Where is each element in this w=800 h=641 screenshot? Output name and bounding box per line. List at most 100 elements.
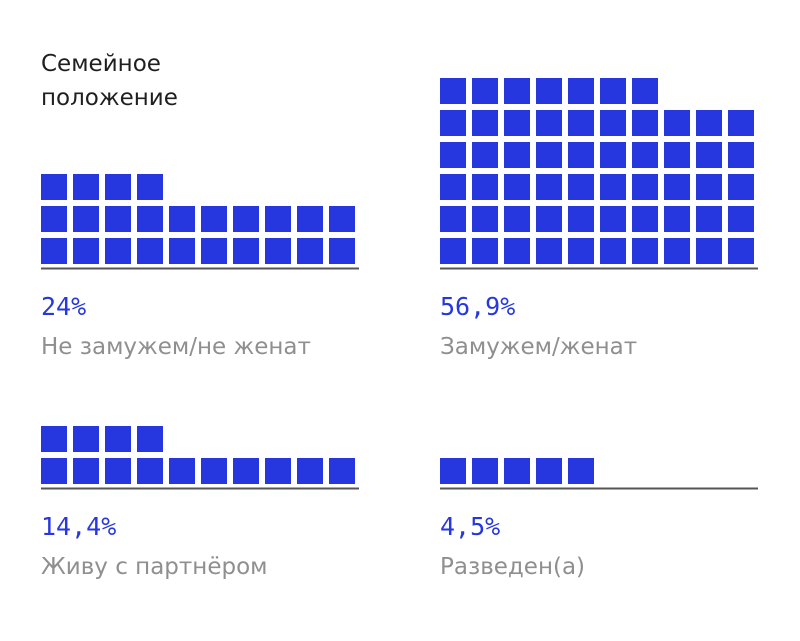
waffle-square bbox=[504, 174, 530, 200]
waffle-square bbox=[41, 426, 67, 452]
waffle-square bbox=[696, 174, 722, 200]
waffle-square bbox=[472, 110, 498, 136]
waffle-square bbox=[169, 206, 195, 232]
category-label: Не замужем/не женат bbox=[41, 334, 311, 360]
waffle-square bbox=[201, 238, 227, 264]
waffle-square bbox=[504, 78, 530, 104]
waffle-square bbox=[440, 458, 466, 484]
waffle-square bbox=[632, 78, 658, 104]
waffle-square bbox=[105, 174, 131, 200]
waffle-square bbox=[265, 238, 291, 264]
waffle-square bbox=[696, 206, 722, 232]
waffle-square bbox=[472, 78, 498, 104]
waffle-square bbox=[201, 206, 227, 232]
chart-title: Семейное положение bbox=[41, 51, 178, 111]
category-label: Замужем/женат bbox=[440, 334, 637, 360]
waffle-square bbox=[440, 142, 466, 168]
waffle-square bbox=[137, 206, 163, 232]
waffle-square bbox=[472, 238, 498, 264]
waffle-square bbox=[728, 206, 754, 232]
waffle-square bbox=[472, 206, 498, 232]
waffle-square bbox=[504, 458, 530, 484]
waffle-square bbox=[440, 206, 466, 232]
waffle-square bbox=[41, 458, 67, 484]
waffle-square bbox=[265, 458, 291, 484]
waffle-square bbox=[472, 174, 498, 200]
waffle-square bbox=[568, 458, 594, 484]
waffle-square bbox=[536, 206, 562, 232]
value-label: 24% bbox=[41, 292, 86, 321]
category-label: Разведен(а) bbox=[440, 554, 585, 580]
waffle-square bbox=[297, 238, 323, 264]
waffle-square bbox=[600, 110, 626, 136]
waffle-group-2: 56,9% Замужем/женат bbox=[440, 78, 758, 360]
waffle-square bbox=[504, 142, 530, 168]
waffle-square bbox=[233, 206, 259, 232]
waffle-square bbox=[568, 174, 594, 200]
waffle-square bbox=[536, 174, 562, 200]
waffle-square bbox=[233, 238, 259, 264]
waffle-square bbox=[600, 142, 626, 168]
waffle-group-3: 14,4% Живу с партнёром bbox=[41, 426, 359, 580]
waffle-square bbox=[105, 426, 131, 452]
waffle-square bbox=[201, 458, 227, 484]
waffle-square bbox=[73, 426, 99, 452]
waffle-square bbox=[632, 238, 658, 264]
waffle-square bbox=[536, 458, 562, 484]
waffle-square bbox=[568, 142, 594, 168]
waffle-group-1: 24% Не замужем/не женат bbox=[41, 174, 359, 360]
waffle-square bbox=[632, 142, 658, 168]
waffle-square bbox=[696, 110, 722, 136]
waffle-square bbox=[664, 206, 690, 232]
waffle-square bbox=[664, 174, 690, 200]
waffle-square bbox=[600, 206, 626, 232]
waffle-square bbox=[105, 206, 131, 232]
waffle-square bbox=[504, 206, 530, 232]
waffle-square bbox=[664, 142, 690, 168]
waffle-square bbox=[504, 238, 530, 264]
waffle-square bbox=[297, 206, 323, 232]
value-label: 4,5% bbox=[440, 512, 500, 541]
waffle-square bbox=[600, 238, 626, 264]
waffle-square bbox=[169, 238, 195, 264]
waffle-square bbox=[536, 78, 562, 104]
waffle-square bbox=[632, 174, 658, 200]
waffle-square bbox=[536, 238, 562, 264]
waffle-square bbox=[728, 110, 754, 136]
waffle-square bbox=[73, 458, 99, 484]
waffle-square bbox=[329, 238, 355, 264]
waffle-square bbox=[472, 142, 498, 168]
waffle-square bbox=[440, 174, 466, 200]
waffle-square bbox=[536, 142, 562, 168]
waffle-square bbox=[329, 458, 355, 484]
category-label: Живу с партнёром bbox=[41, 554, 268, 580]
waffle-square bbox=[440, 238, 466, 264]
waffle-square bbox=[664, 238, 690, 264]
waffle-square bbox=[664, 110, 690, 136]
waffle-square bbox=[137, 426, 163, 452]
waffle-group-4: 4,5% Разведен(а) bbox=[440, 458, 758, 580]
waffle-square bbox=[297, 458, 323, 484]
waffle-square bbox=[105, 238, 131, 264]
waffle-square bbox=[169, 458, 195, 484]
waffle-square bbox=[440, 110, 466, 136]
waffle-square bbox=[73, 206, 99, 232]
value-label: 56,9% bbox=[440, 292, 515, 321]
waffle-square bbox=[233, 458, 259, 484]
waffle-square bbox=[696, 238, 722, 264]
waffle-square bbox=[728, 238, 754, 264]
waffle-square bbox=[41, 238, 67, 264]
waffle-square bbox=[440, 78, 466, 104]
waffle-square bbox=[137, 458, 163, 484]
waffle-square bbox=[728, 174, 754, 200]
waffle-square bbox=[728, 142, 754, 168]
waffle-square bbox=[265, 206, 291, 232]
waffle-square bbox=[137, 238, 163, 264]
waffle-square bbox=[600, 174, 626, 200]
waffle-square bbox=[536, 110, 562, 136]
waffle-square bbox=[568, 238, 594, 264]
waffle-square bbox=[632, 206, 658, 232]
waffle-square bbox=[41, 174, 67, 200]
waffle-square bbox=[504, 110, 530, 136]
